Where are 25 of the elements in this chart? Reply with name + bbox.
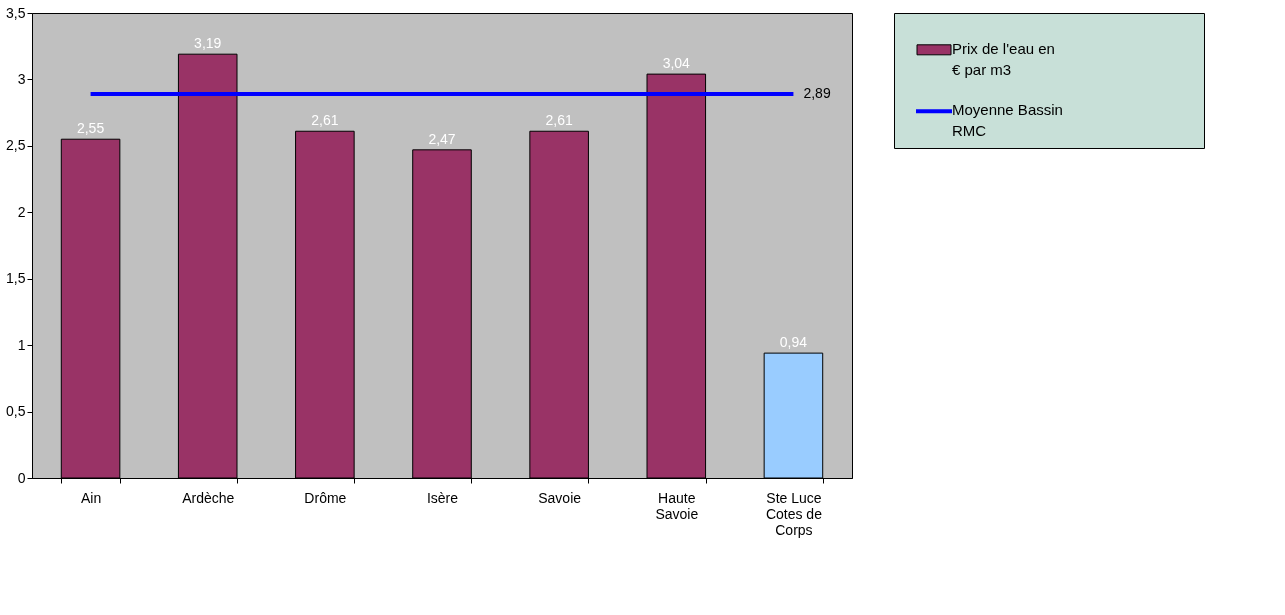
y-tick-label: 3 [17,70,26,87]
y-tick-label: 2 [17,203,26,220]
data-label: 2,61 [545,112,573,129]
y-tick-label: 0,5 [6,403,26,420]
data-label: 3,19 [194,35,222,52]
x-tick-label: Ain [80,489,102,506]
data-label: 2,47 [428,130,456,147]
x-tick-label: Haute Savoie [655,489,699,522]
data-label: 3,04 [662,55,691,72]
x-tick-label: Savoie [538,489,582,506]
x-tick-label: Ardèche [182,489,235,506]
y-tick-label: 1,5 [6,270,26,287]
x-tick-label: Isère [426,489,459,506]
data-label: 2,55 [76,120,105,137]
y-tick-label: 2,5 [6,137,26,154]
y-tick-label: 0 [17,469,26,486]
data-label: 2,89 [803,85,831,102]
y-tick-label: 1 [17,336,26,353]
x-tick-label: Ste Luce Cotes de Corps [765,489,823,538]
legend-label: Prix de l'eau en € par m3 [952,39,1055,78]
legend-label: Moyenne Bassin RMC [952,101,1063,140]
data-label: 2,61 [311,112,339,129]
y-tick-label: 3,5 [6,4,26,21]
x-tick-label: Drôme [304,489,347,506]
data-label: 0,94 [779,334,808,351]
